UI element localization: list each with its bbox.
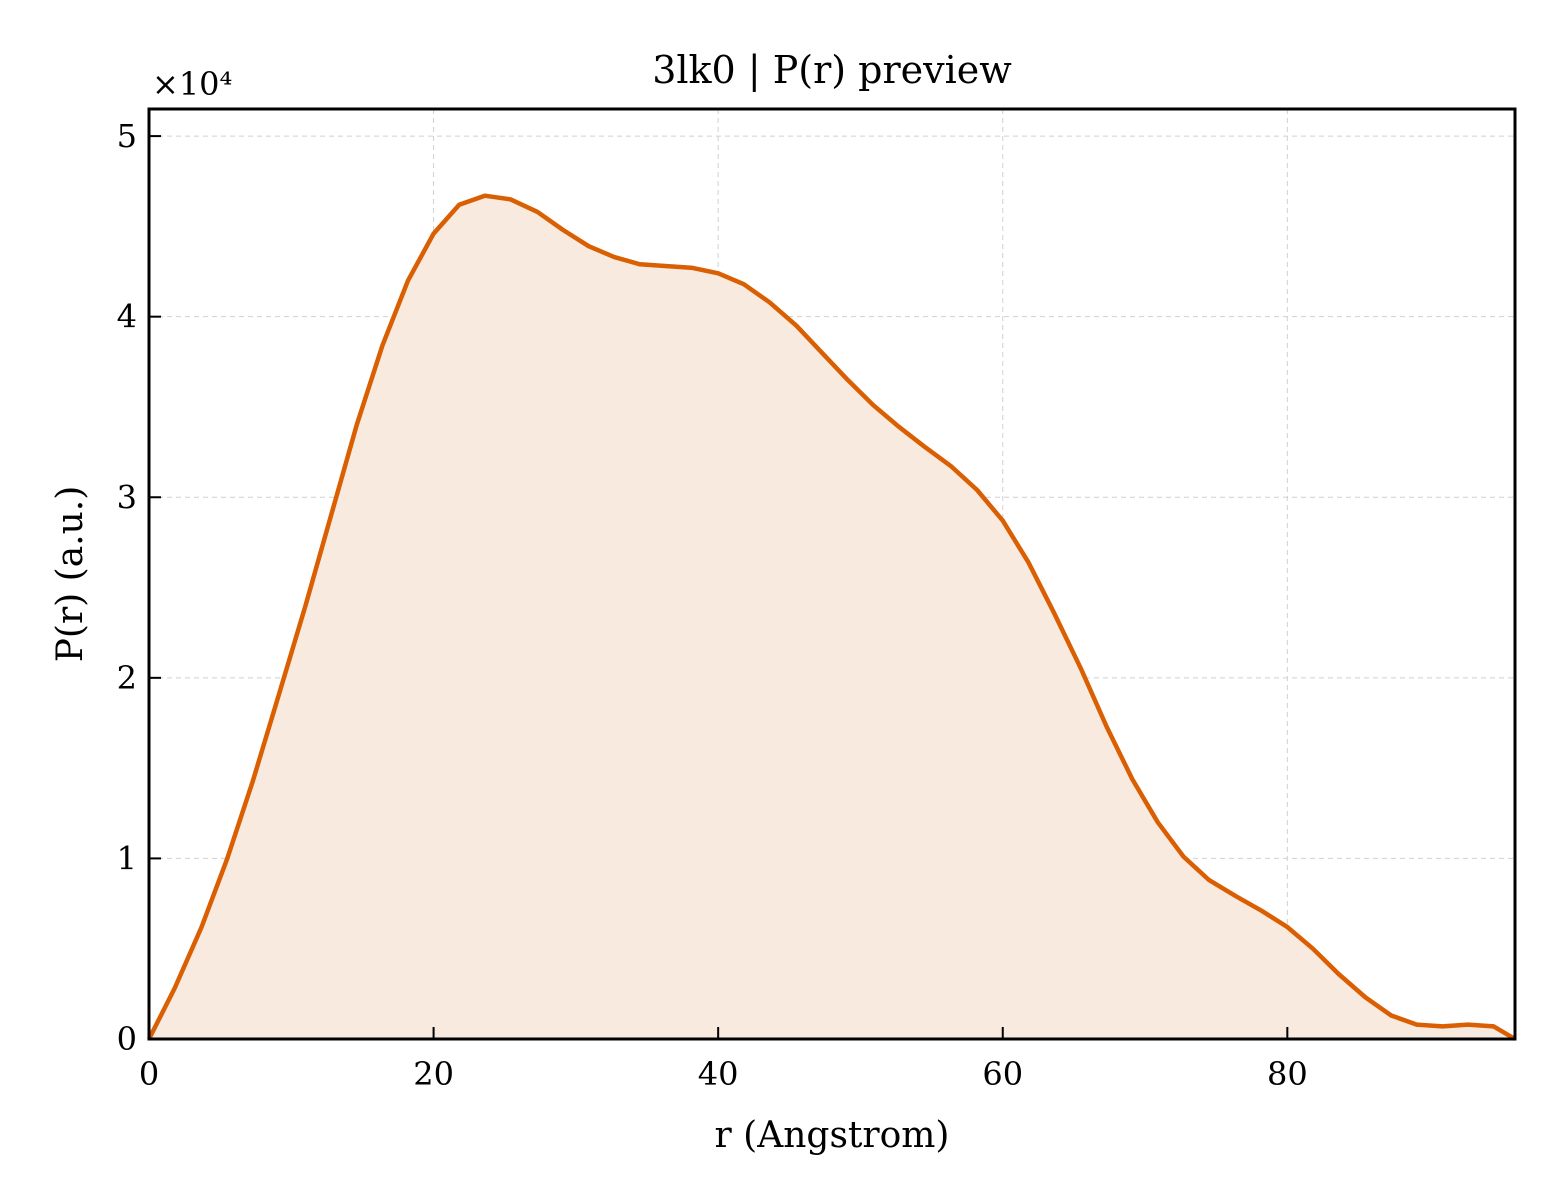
- x-tick-label: 60: [982, 1055, 1023, 1093]
- y-tick-label: 4: [117, 298, 137, 336]
- x-tick-label: 0: [139, 1055, 159, 1093]
- x-tick-label: 80: [1267, 1055, 1308, 1093]
- x-tick-label: 20: [413, 1055, 454, 1093]
- chart-title: 3lk0 | P(r) preview: [652, 48, 1012, 92]
- axis-ticks: 0 20 40 60 80 0 1 2 3 4 5: [117, 117, 1308, 1093]
- y-tick-label: 5: [117, 117, 137, 155]
- y-tick-label: 1: [117, 839, 137, 877]
- pr-series-line: [146, 193, 1517, 1041]
- y-axis-label: P(r) (a.u.): [50, 486, 91, 663]
- y-tick-label: 3: [117, 478, 137, 516]
- x-tick-label: 40: [698, 1055, 739, 1093]
- y-axis-multiplier: ×10⁴: [152, 65, 232, 103]
- plot-frame: [147, 107, 1517, 1041]
- y-tick-label: 0: [117, 1020, 137, 1058]
- x-axis-label: r (Angstrom): [715, 1115, 950, 1156]
- y-tick-label: 2: [117, 659, 137, 697]
- pr-area-fill: [149, 195, 1515, 1039]
